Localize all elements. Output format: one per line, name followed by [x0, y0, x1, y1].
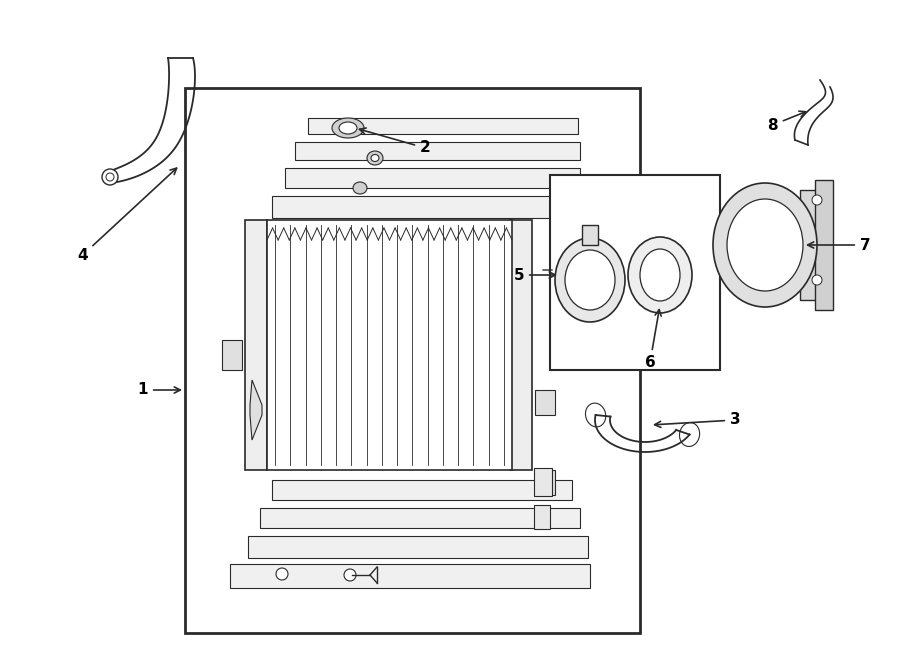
Bar: [550, 175, 720, 370]
Bar: [272, 480, 572, 500]
Bar: [285, 168, 580, 188]
Bar: [267, 220, 512, 470]
Ellipse shape: [332, 118, 364, 138]
Bar: [248, 536, 588, 558]
Bar: [582, 225, 598, 245]
Polygon shape: [250, 380, 262, 440]
Bar: [295, 142, 580, 160]
Bar: [222, 340, 242, 370]
Bar: [535, 390, 555, 415]
Ellipse shape: [727, 199, 803, 291]
Text: 1: 1: [138, 383, 180, 397]
Bar: [185, 88, 640, 633]
Bar: [230, 564, 590, 588]
Ellipse shape: [106, 173, 114, 181]
Text: 5: 5: [513, 268, 555, 282]
Bar: [245, 220, 267, 470]
Ellipse shape: [371, 155, 379, 161]
Ellipse shape: [812, 275, 822, 285]
Bar: [510, 220, 532, 470]
Ellipse shape: [555, 238, 625, 322]
Bar: [800, 190, 828, 300]
Ellipse shape: [628, 237, 692, 313]
Text: 4: 4: [77, 168, 176, 262]
Ellipse shape: [353, 182, 367, 194]
Text: 2: 2: [359, 128, 431, 155]
Bar: [535, 470, 555, 495]
Ellipse shape: [680, 422, 699, 446]
Bar: [272, 196, 587, 218]
Bar: [308, 118, 578, 134]
Ellipse shape: [713, 183, 817, 307]
Bar: [534, 505, 550, 529]
Ellipse shape: [344, 569, 356, 581]
Bar: [534, 468, 552, 496]
Ellipse shape: [586, 403, 606, 427]
Ellipse shape: [339, 122, 357, 134]
Bar: [260, 508, 580, 528]
Text: 8: 8: [768, 111, 806, 132]
Ellipse shape: [812, 195, 822, 205]
Ellipse shape: [102, 169, 118, 185]
Bar: [815, 180, 833, 310]
Text: 3: 3: [654, 412, 741, 428]
Text: 7: 7: [807, 237, 870, 253]
Ellipse shape: [367, 151, 383, 165]
Ellipse shape: [640, 249, 680, 301]
Text: 6: 6: [644, 309, 662, 370]
Ellipse shape: [276, 568, 288, 580]
Ellipse shape: [565, 250, 615, 310]
